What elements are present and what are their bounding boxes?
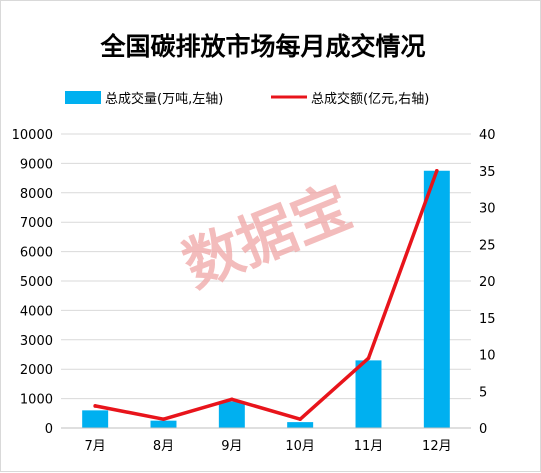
x-tick-label: 12月: [422, 439, 452, 454]
y-left-tick-label: 10000: [12, 128, 53, 143]
y-right-tick-label: 20: [479, 275, 496, 290]
line-point-11月: [366, 356, 371, 360]
y-right-tick-label: 5: [479, 385, 487, 400]
y-right-tick-label: 25: [479, 238, 496, 253]
bar-11月: [355, 360, 382, 428]
y-left-tick-label: 2000: [20, 363, 53, 378]
bar-9月: [218, 401, 245, 428]
bar-12月: [423, 170, 450, 428]
y-left-tick-label: 9000: [20, 157, 53, 172]
y-right-tick-label: 10: [479, 349, 496, 364]
y-left-tick-label: 3000: [20, 334, 53, 349]
y-left-tick-label: 5000: [20, 275, 53, 290]
bar-10月: [287, 422, 314, 428]
y-left-tick-label: 1000: [20, 393, 53, 408]
line-point-8月: [161, 417, 166, 421]
y-left-tick-label: 4000: [20, 304, 53, 319]
chart-title: 全国碳排放市场每月成交情况: [99, 32, 425, 61]
y-left-tick-label: 0: [45, 422, 53, 437]
line-series: [93, 168, 439, 421]
x-tick-label: 9月: [221, 439, 242, 454]
legend-bar-label: 总成交量(万吨,左轴): [105, 91, 223, 107]
legend-line-label: 总成交额(亿元,右轴): [311, 91, 429, 107]
y-left-tick-label: 6000: [20, 246, 53, 261]
y-right-tick-label: 40: [479, 128, 496, 143]
y-right-tick-label: 15: [479, 312, 496, 327]
x-tick-label: 11月: [354, 439, 384, 454]
y-left-tick-label: 8000: [20, 187, 53, 202]
bar-7月: [82, 410, 109, 428]
legend: 总成交量(万吨,左轴) 总成交额(亿元,右轴): [65, 91, 429, 107]
line-point-9月: [230, 397, 234, 402]
y-right-tick-label: 0: [479, 422, 487, 437]
legend-bar-swatch: [65, 91, 101, 104]
bar-series: [82, 170, 450, 428]
line-series-path: [93, 169, 439, 421]
bar-8月: [150, 420, 177, 428]
y-right-tick-label: 30: [479, 202, 496, 217]
y-left-tick-label: 7000: [20, 216, 53, 231]
line-point-10月: [298, 417, 302, 421]
x-tick-label: 10月: [285, 439, 315, 454]
line-point-12月: [435, 168, 439, 173]
y-right-tick-label: 35: [479, 165, 496, 180]
gridlines: [61, 133, 471, 400]
x-tick-label: 8月: [153, 439, 174, 454]
line-point-7月: [93, 404, 97, 408]
x-tick-label: 7月: [85, 439, 106, 454]
tick-labels: 0100020003000400050006000700080009000100…: [12, 128, 496, 454]
